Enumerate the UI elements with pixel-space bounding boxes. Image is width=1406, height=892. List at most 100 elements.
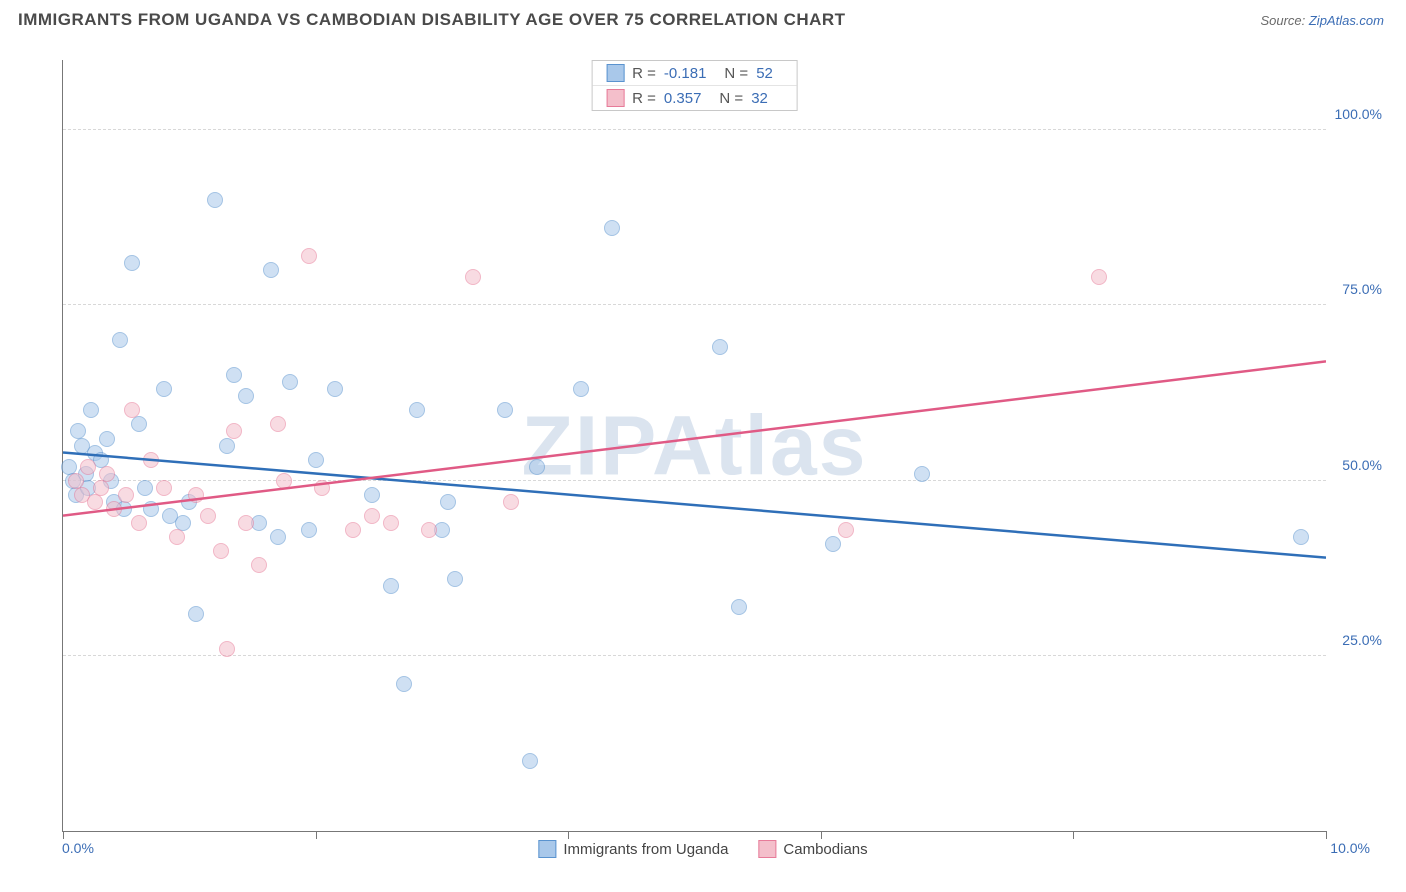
scatter-point xyxy=(143,501,159,517)
scatter-point xyxy=(200,508,216,524)
scatter-point xyxy=(226,423,242,439)
legend-swatch xyxy=(606,64,624,82)
scatter-point xyxy=(383,578,399,594)
trendlines-layer xyxy=(63,60,1326,831)
scatter-point xyxy=(396,676,412,692)
series-legend: Immigrants from Uganda Cambodians xyxy=(538,840,867,858)
scatter-point xyxy=(276,473,292,489)
trend-line xyxy=(63,453,1326,558)
scatter-point xyxy=(124,402,140,418)
stat-n-label: N = xyxy=(724,65,748,82)
stat-n-label: N = xyxy=(719,90,743,107)
x-tick xyxy=(821,831,822,839)
scatter-point xyxy=(219,438,235,454)
scatter-point xyxy=(87,494,103,510)
gridline xyxy=(63,655,1326,656)
x-tick xyxy=(1326,831,1327,839)
x-tick xyxy=(316,831,317,839)
chart-title: IMMIGRANTS FROM UGANDA VS CAMBODIAN DISA… xyxy=(18,10,846,30)
scatter-point xyxy=(188,606,204,622)
scatter-point xyxy=(529,459,545,475)
y-tick-label: 25.0% xyxy=(1332,632,1382,648)
chart-area: Disability Age Over 75 ZIPAtlas R =-0.18… xyxy=(18,44,1388,892)
legend-item: Cambodians xyxy=(758,840,867,858)
scatter-point xyxy=(282,374,298,390)
stat-r-value: 0.357 xyxy=(664,90,702,107)
scatter-point xyxy=(263,262,279,278)
x-tick xyxy=(1073,831,1074,839)
source-link[interactable]: ZipAtlas.com xyxy=(1309,13,1384,28)
scatter-point xyxy=(421,522,437,538)
scatter-point xyxy=(156,480,172,496)
scatter-point xyxy=(301,248,317,264)
x-tick xyxy=(568,831,569,839)
scatter-point xyxy=(314,480,330,496)
stats-row: R = -0.181 N = 52 xyxy=(592,61,797,85)
scatter-point xyxy=(131,515,147,531)
scatter-point xyxy=(83,402,99,418)
scatter-point xyxy=(497,402,513,418)
x-tick xyxy=(63,831,64,839)
x-corner-label: 10.0% xyxy=(1330,840,1370,856)
legend-label: Immigrants from Uganda xyxy=(563,841,728,858)
scatter-point xyxy=(270,416,286,432)
scatter-point xyxy=(131,416,147,432)
plot-region: ZIPAtlas R =-0.181N =52R =0.357N =32 25.… xyxy=(62,60,1326,832)
source-prefix: Source: xyxy=(1260,13,1308,28)
source-attribution: Source: ZipAtlas.com xyxy=(1260,13,1384,28)
scatter-point xyxy=(308,452,324,468)
scatter-point xyxy=(383,515,399,531)
scatter-point xyxy=(409,402,425,418)
scatter-point xyxy=(604,220,620,236)
gridline xyxy=(63,304,1326,305)
scatter-point xyxy=(301,522,317,538)
stat-r-label: R = xyxy=(632,90,656,107)
stat-n-value: 32 xyxy=(751,90,768,107)
scatter-point xyxy=(80,459,96,475)
scatter-point xyxy=(1293,529,1309,545)
scatter-point xyxy=(270,529,286,545)
scatter-point xyxy=(447,571,463,587)
scatter-point xyxy=(99,466,115,482)
scatter-point xyxy=(838,522,854,538)
stat-r-label: R = xyxy=(632,65,656,82)
scatter-point xyxy=(219,641,235,657)
scatter-point xyxy=(156,381,172,397)
stat-r-value: -0.181 xyxy=(664,65,707,82)
scatter-point xyxy=(124,255,140,271)
y-tick-label: 50.0% xyxy=(1332,457,1382,473)
gridline xyxy=(63,480,1326,481)
scatter-point xyxy=(137,480,153,496)
legend-item: Immigrants from Uganda xyxy=(538,840,728,858)
y-tick-label: 75.0% xyxy=(1332,281,1382,297)
scatter-point xyxy=(226,367,242,383)
scatter-point xyxy=(106,501,122,517)
scatter-point xyxy=(364,508,380,524)
scatter-point xyxy=(1091,269,1107,285)
scatter-point xyxy=(207,192,223,208)
legend-swatch xyxy=(758,840,776,858)
scatter-point xyxy=(731,599,747,615)
stat-n-value: 52 xyxy=(756,65,773,82)
scatter-point xyxy=(238,515,254,531)
scatter-point xyxy=(169,529,185,545)
gridline xyxy=(63,129,1326,130)
header: IMMIGRANTS FROM UGANDA VS CAMBODIAN DISA… xyxy=(0,0,1406,36)
scatter-point xyxy=(99,431,115,447)
scatter-point xyxy=(465,269,481,285)
scatter-point xyxy=(440,494,456,510)
x-corner-label: 0.0% xyxy=(62,840,94,856)
scatter-point xyxy=(118,487,134,503)
scatter-point xyxy=(522,753,538,769)
legend-swatch xyxy=(538,840,556,858)
stats-row: R = 0.357 N = 32 xyxy=(592,85,797,110)
scatter-point xyxy=(825,536,841,552)
scatter-point xyxy=(503,494,519,510)
legend-label: Cambodians xyxy=(783,841,867,858)
scatter-point xyxy=(238,388,254,404)
scatter-point xyxy=(364,487,380,503)
scatter-point xyxy=(112,332,128,348)
scatter-point xyxy=(914,466,930,482)
scatter-point xyxy=(143,452,159,468)
scatter-point xyxy=(573,381,589,397)
